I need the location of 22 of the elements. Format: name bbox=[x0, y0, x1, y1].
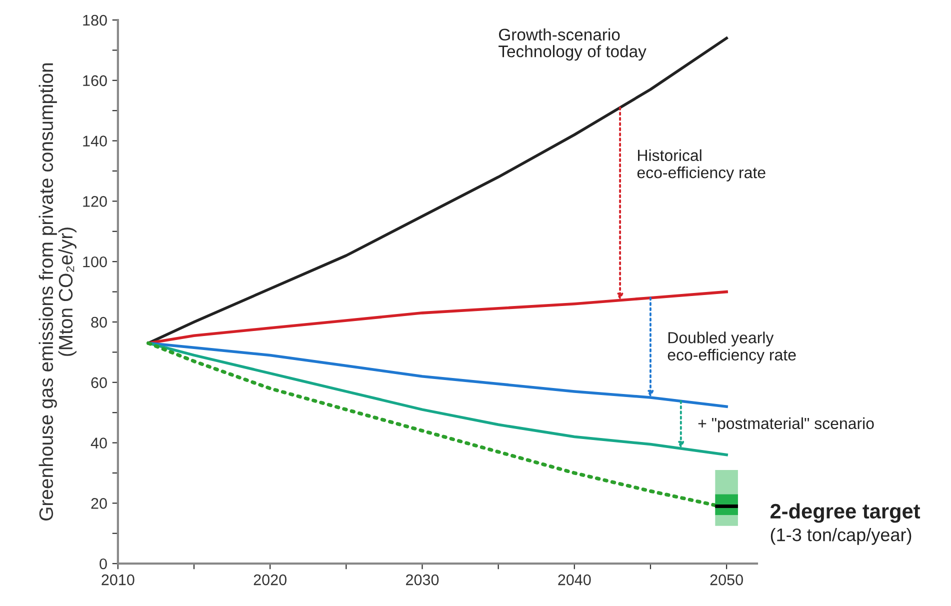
annotation: Historical eco-efficiency rate bbox=[637, 149, 766, 182]
y-tick-label: 160 bbox=[83, 75, 107, 86]
annotation: + "postmaterial" scenario bbox=[698, 417, 874, 432]
y-tick-label: 100 bbox=[83, 256, 107, 268]
text: 2-degree target bbox=[770, 503, 920, 523]
y-tick-label: 120 bbox=[83, 196, 107, 207]
y-tick-label: 140 bbox=[83, 136, 107, 146]
annotation: Growth-scenario Technology of today bbox=[498, 28, 646, 61]
x-tick-label: 2020 bbox=[254, 574, 286, 586]
x-tick-label: 2040 bbox=[558, 574, 591, 586]
y-tick-label: 0 bbox=[100, 558, 107, 570]
y-axis-title: Greenhouse gas emissions from private consumption (Mton CO₂e/yr) bbox=[38, 63, 76, 520]
x-tick-label: 2030 bbox=[406, 574, 439, 586]
y-tick-label: 40 bbox=[90, 438, 107, 448]
y-tick-label: 80 bbox=[91, 316, 107, 328]
y-tick-label: 180 bbox=[83, 14, 107, 26]
text: (1-3 ton/cap/year) bbox=[770, 528, 912, 545]
x-tick-label: 2010 bbox=[102, 574, 134, 586]
annotation: Doubled yearly eco-efficiency rate bbox=[668, 332, 796, 364]
y-tick-label: 60 bbox=[91, 377, 107, 388]
y-tick-label: 20 bbox=[91, 498, 107, 509]
x-tick-label: 2050 bbox=[710, 574, 743, 586]
